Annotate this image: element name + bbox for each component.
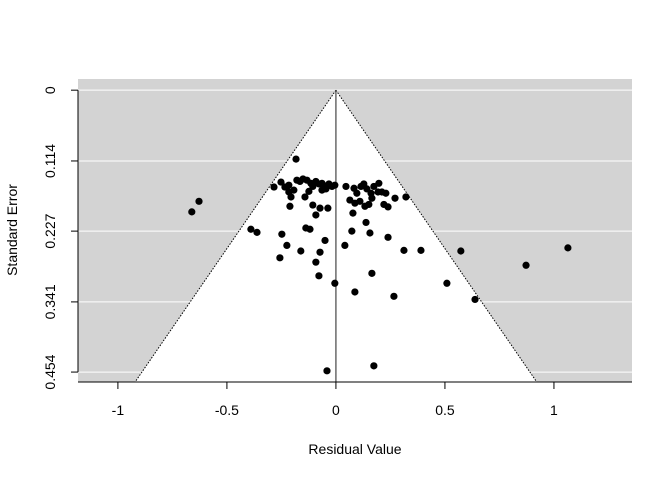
- point: [287, 193, 295, 201]
- point: [353, 189, 361, 197]
- y-tick-label: 0: [42, 86, 58, 94]
- y-tick-label: 0.341: [42, 284, 58, 319]
- point: [391, 194, 399, 202]
- point: [349, 209, 357, 217]
- point: [321, 236, 329, 245]
- point: [382, 189, 390, 197]
- point: [368, 194, 376, 202]
- x-tick-label: -0.5: [215, 402, 239, 418]
- y-tick-label: 0.114: [42, 144, 58, 178]
- point: [324, 204, 332, 212]
- point: [356, 197, 364, 205]
- x-axis-label: Residual Value: [308, 441, 401, 457]
- point: [362, 218, 370, 227]
- point: [253, 228, 261, 236]
- y-tick-label: 0.227: [42, 213, 58, 248]
- point: [331, 181, 339, 189]
- point: [195, 197, 203, 205]
- point: [277, 178, 285, 186]
- y-tick-label: 0.454: [42, 354, 58, 389]
- point: [316, 204, 324, 212]
- funnel-edge: [335, 89, 538, 383]
- point: [564, 244, 572, 252]
- point: [375, 179, 383, 187]
- funnel-edge: [134, 89, 337, 383]
- point: [276, 254, 284, 262]
- x-tick-label: 0: [332, 402, 340, 418]
- point: [370, 362, 378, 370]
- point: [417, 246, 425, 254]
- point: [390, 292, 398, 300]
- point: [315, 272, 323, 280]
- point: [292, 155, 300, 163]
- point: [351, 288, 359, 296]
- point: [247, 225, 255, 233]
- point: [188, 208, 196, 216]
- point: [323, 367, 331, 375]
- point: [302, 224, 310, 232]
- x-tick-label: 0.5: [435, 402, 455, 418]
- x-tick-label: -1: [112, 402, 125, 418]
- point: [341, 241, 349, 250]
- point: [400, 246, 408, 254]
- point: [402, 193, 410, 201]
- point: [368, 269, 376, 277]
- point: [331, 279, 339, 287]
- point: [318, 186, 326, 194]
- point: [285, 181, 293, 189]
- point: [270, 183, 278, 191]
- point: [522, 261, 530, 269]
- point: [283, 241, 291, 250]
- point: [286, 202, 294, 210]
- point: [301, 193, 309, 201]
- point: [312, 258, 320, 266]
- point: [312, 211, 320, 219]
- point: [366, 229, 374, 237]
- point: [316, 248, 324, 256]
- point: [342, 182, 350, 191]
- point: [305, 187, 313, 195]
- point: [443, 279, 451, 287]
- point: [348, 227, 356, 235]
- point: [365, 200, 373, 209]
- point: [471, 295, 479, 304]
- point: [457, 247, 465, 255]
- point: [384, 233, 392, 241]
- y-axis-label: Standard Error: [4, 184, 20, 276]
- point: [384, 203, 392, 211]
- x-tick-label: 1: [550, 402, 558, 418]
- point: [297, 247, 305, 255]
- point: [278, 230, 286, 238]
- point: [309, 201, 317, 209]
